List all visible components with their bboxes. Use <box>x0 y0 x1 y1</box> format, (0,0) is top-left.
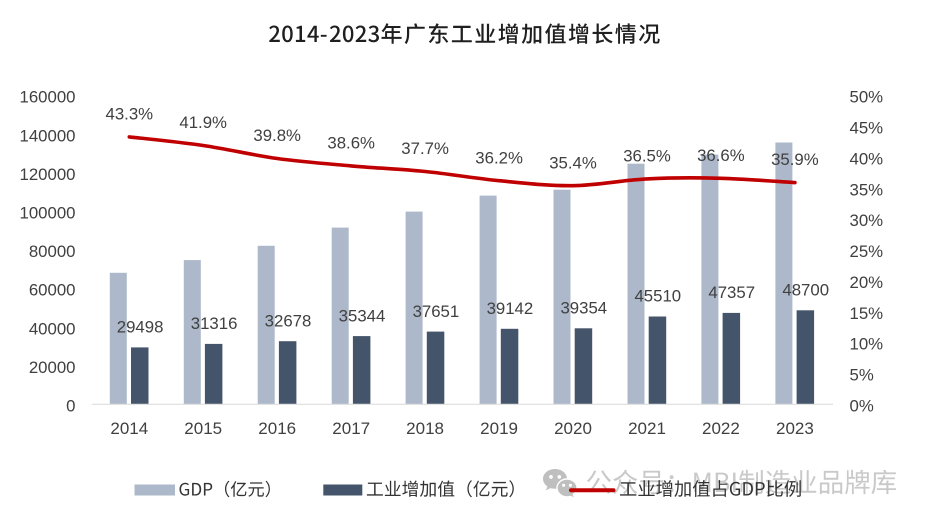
svg-text:10%: 10% <box>850 335 884 354</box>
svg-text:0%: 0% <box>850 397 874 416</box>
svg-text:35.9%: 35.9% <box>771 150 819 169</box>
svg-text:32678: 32678 <box>265 311 312 330</box>
svg-text:45510: 45510 <box>634 287 681 306</box>
svg-text:2015: 2015 <box>184 419 222 438</box>
svg-text:38.6%: 38.6% <box>327 134 375 153</box>
svg-text:41.9%: 41.9% <box>179 113 227 132</box>
svg-text:15%: 15% <box>850 304 884 323</box>
svg-text:5%: 5% <box>850 366 874 385</box>
svg-text:30%: 30% <box>850 211 884 230</box>
svg-text:2021: 2021 <box>628 419 666 438</box>
svg-text:2019: 2019 <box>480 419 518 438</box>
svg-text:36.6%: 36.6% <box>697 146 745 165</box>
svg-text:2017: 2017 <box>332 419 370 438</box>
svg-text:45%: 45% <box>850 119 884 138</box>
svg-text:35344: 35344 <box>339 306 386 325</box>
svg-text:140000: 140000 <box>20 126 76 145</box>
svg-text:2020: 2020 <box>554 419 592 438</box>
svg-text:40000: 40000 <box>29 319 76 338</box>
svg-text:29498: 29498 <box>117 318 164 337</box>
svg-text:120000: 120000 <box>20 165 76 184</box>
svg-text:20000: 20000 <box>29 358 76 377</box>
svg-text:2018: 2018 <box>406 419 444 438</box>
svg-text:31316: 31316 <box>191 314 238 333</box>
svg-text:100000: 100000 <box>20 204 76 223</box>
svg-text:48700: 48700 <box>782 281 829 300</box>
svg-text:47357: 47357 <box>708 283 755 302</box>
svg-text:2016: 2016 <box>258 419 296 438</box>
svg-text:20%: 20% <box>850 273 884 292</box>
svg-text:50%: 50% <box>850 88 884 107</box>
svg-text:2022: 2022 <box>702 419 740 438</box>
svg-text:60000: 60000 <box>29 281 76 300</box>
svg-text:0: 0 <box>66 397 75 416</box>
svg-text:39354: 39354 <box>560 299 607 318</box>
svg-text:39.8%: 39.8% <box>253 126 301 145</box>
svg-text:2023: 2023 <box>776 419 814 438</box>
svg-text:37.7%: 37.7% <box>401 139 449 158</box>
svg-text:40%: 40% <box>850 150 884 169</box>
svg-text:37651: 37651 <box>413 302 460 321</box>
svg-text:36.5%: 36.5% <box>623 147 671 166</box>
svg-text:35.4%: 35.4% <box>549 153 597 172</box>
svg-text:25%: 25% <box>850 242 884 261</box>
svg-text:43.3%: 43.3% <box>106 105 154 124</box>
svg-text:35%: 35% <box>850 180 884 199</box>
svg-text:2014: 2014 <box>110 419 148 438</box>
svg-text:80000: 80000 <box>29 242 76 261</box>
svg-text:160000: 160000 <box>20 88 76 107</box>
svg-text:36.2%: 36.2% <box>475 148 523 167</box>
svg-text:39142: 39142 <box>487 299 534 318</box>
